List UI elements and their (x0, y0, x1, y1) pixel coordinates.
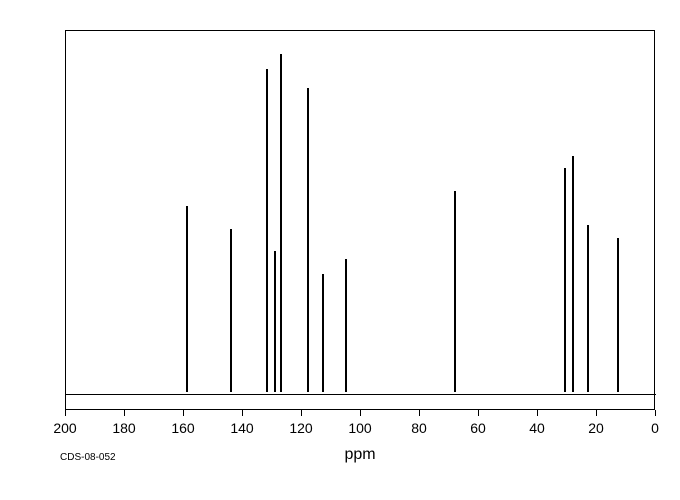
x-tick-label: 40 (529, 420, 545, 436)
x-tick (655, 410, 656, 416)
x-tick (242, 410, 243, 416)
x-tick-label: 160 (171, 420, 194, 436)
x-tick-label: 200 (53, 420, 76, 436)
x-tick-label: 180 (112, 420, 135, 436)
x-tick (537, 410, 538, 416)
peak (572, 156, 574, 392)
peak (186, 206, 188, 392)
x-tick (419, 410, 420, 416)
peak (266, 69, 268, 392)
x-tick-label: 100 (348, 420, 371, 436)
peak (564, 168, 566, 392)
x-tick-label: 20 (588, 420, 604, 436)
x-tick (360, 410, 361, 416)
x-tick (478, 410, 479, 416)
peak (230, 229, 232, 392)
footer-label: CDS-08-052 (60, 452, 116, 463)
x-tick-label: 60 (470, 420, 486, 436)
peak (454, 191, 456, 392)
peak (274, 251, 276, 392)
x-tick (596, 410, 597, 416)
x-axis-label: ppm (344, 446, 375, 464)
x-tick-label: 140 (230, 420, 253, 436)
x-tick-label: 0 (651, 420, 659, 436)
x-tick-label: 120 (289, 420, 312, 436)
peak (617, 238, 619, 392)
x-tick-label: 80 (411, 420, 427, 436)
peak (280, 54, 282, 392)
x-tick (65, 410, 66, 416)
peak (307, 88, 309, 392)
x-tick (301, 410, 302, 416)
x-tick (183, 410, 184, 416)
plot-area (65, 30, 655, 410)
x-tick (124, 410, 125, 416)
baseline (66, 394, 656, 395)
peak (587, 225, 589, 392)
nmr-chart-container: 200180160140120100806040200 ppm CDS-08-0… (0, 0, 680, 500)
peak (322, 274, 324, 392)
peak (345, 259, 347, 392)
